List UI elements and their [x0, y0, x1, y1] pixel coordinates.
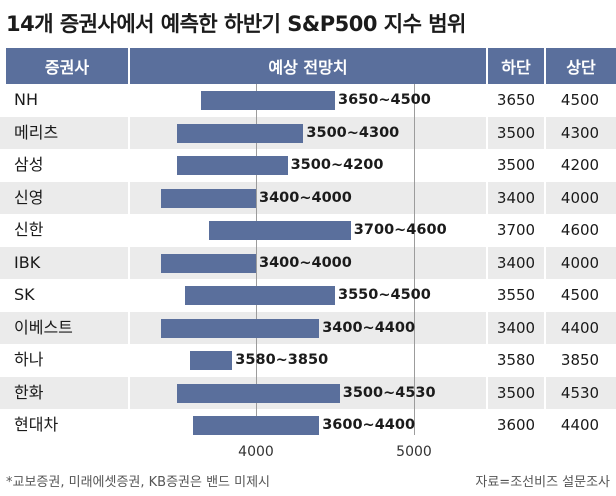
- high-value: 4600: [560, 221, 600, 239]
- range-label: 3500~4200: [290, 157, 384, 173]
- column-divider: [544, 84, 546, 435]
- high-value: 4400: [560, 318, 600, 337]
- company-name: 현대차: [14, 415, 59, 434]
- range-label: 3400~4000: [259, 189, 352, 206]
- high-value: 4500: [560, 286, 600, 304]
- low-value: 3650: [496, 91, 536, 109]
- range-bar: [192, 416, 320, 435]
- range-label: 3400~4000: [259, 254, 352, 271]
- x-tick-label: 5000: [396, 444, 432, 460]
- column-divider: [486, 84, 488, 435]
- low-value: 3700: [496, 221, 536, 239]
- header-high: 상단: [546, 48, 616, 84]
- range-bar: [177, 383, 340, 403]
- company-name: 신영: [14, 187, 44, 207]
- low-value: 3400: [496, 253, 536, 272]
- range-bar: [161, 318, 320, 338]
- high-value: 4200: [560, 156, 600, 174]
- company-name: 신한: [14, 220, 44, 239]
- high-value: 4000: [560, 253, 600, 272]
- range-bar: [189, 351, 233, 370]
- range-label: 3500~4530: [342, 384, 436, 401]
- range-bar: [200, 91, 335, 110]
- range-label: 3700~4600: [353, 222, 447, 238]
- company-name: 삼성: [14, 155, 44, 174]
- table-row: [0, 246, 616, 279]
- table-row: [0, 181, 616, 214]
- range-label: 3650~4500: [338, 92, 431, 108]
- x-tick-label: 4000: [238, 444, 274, 460]
- gridline: [256, 84, 257, 435]
- source-credit: 자료=조선비즈 설문조사: [475, 475, 610, 490]
- company-name: NH: [14, 90, 38, 109]
- company-name: 메리츠: [14, 122, 59, 142]
- header-forecast: 예상 전망치: [130, 48, 486, 84]
- range-label: 3550~4500: [338, 287, 431, 303]
- footnote: *교보증권, 미래에셋증권, KB증권은 밴드 미제시: [6, 475, 271, 490]
- range-bar: [177, 156, 288, 175]
- header-company: 증권사: [6, 48, 128, 84]
- low-value: 3550: [496, 286, 536, 304]
- company-name: 한화: [14, 382, 44, 402]
- range-bar: [177, 123, 304, 143]
- company-name: 하나: [14, 350, 44, 369]
- company-name: IBK: [14, 252, 41, 272]
- range-bar: [161, 188, 256, 208]
- table-row: [0, 116, 616, 149]
- header-low: 하단: [488, 48, 544, 84]
- range-label: 3500~4300: [306, 124, 400, 141]
- range-bar: [161, 253, 256, 273]
- low-value: 3400: [496, 318, 536, 337]
- low-value: 3500: [496, 123, 536, 142]
- high-value: 4530: [560, 383, 600, 402]
- low-value: 3500: [496, 383, 536, 402]
- high-value: 4400: [560, 416, 600, 434]
- chart-title: 14개 증권사에서 예측한 하반기 S&P500 지수 범위: [6, 12, 466, 36]
- company-name: SK: [14, 285, 35, 304]
- low-value: 3400: [496, 188, 536, 207]
- range-label: 3580~3850: [235, 352, 329, 368]
- high-value: 4000: [560, 188, 600, 207]
- range-label: 3400~4400: [322, 319, 416, 336]
- column-divider: [128, 84, 130, 435]
- range-label: 3600~4400: [322, 417, 416, 433]
- high-value: 4300: [560, 123, 600, 142]
- low-value: 3600: [496, 416, 536, 434]
- gridline: [414, 84, 415, 435]
- range-bar: [208, 221, 351, 240]
- low-value: 3580: [496, 351, 536, 369]
- range-bar: [184, 286, 335, 305]
- company-name: 이베스트: [14, 317, 73, 337]
- high-value: 3850: [560, 351, 600, 369]
- low-value: 3500: [496, 156, 536, 174]
- high-value: 4500: [560, 91, 600, 109]
